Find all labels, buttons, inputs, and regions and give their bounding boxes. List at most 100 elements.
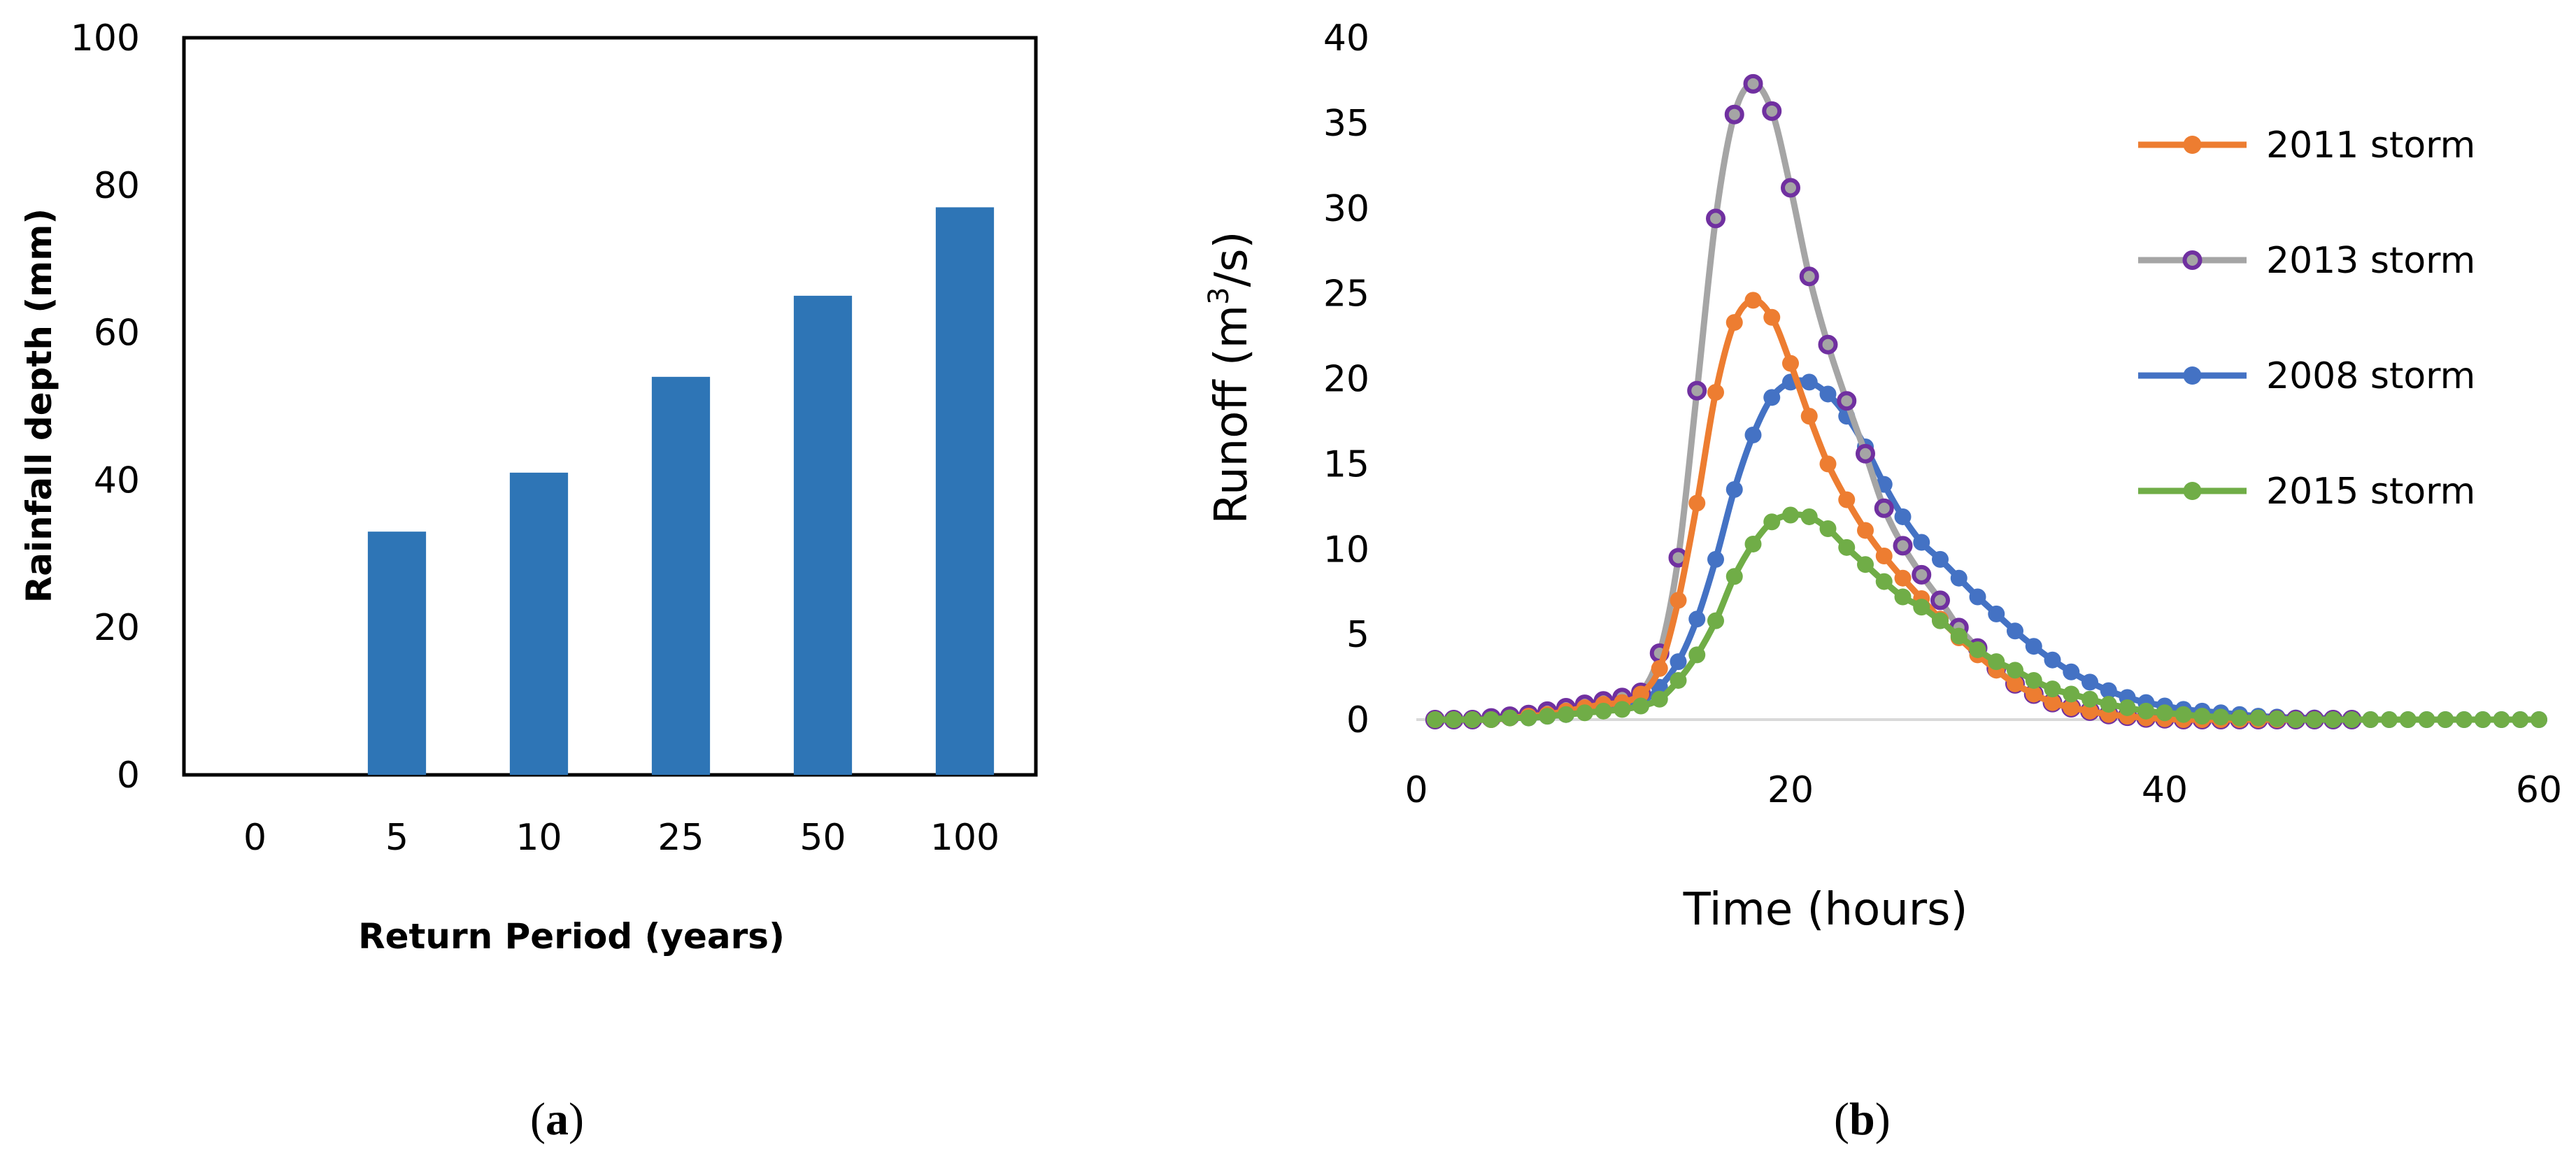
data-point-2015-storm <box>1857 556 1874 573</box>
panel-b-y-tick-label: 40 <box>1323 17 1369 59</box>
panel-b-label-letter: b <box>1849 1094 1875 1145</box>
panel-a-plot-frame <box>182 36 1038 777</box>
data-point-2011-storm <box>2007 675 2023 692</box>
data-point-2015-storm <box>1426 711 1444 728</box>
data-point-2013-storm <box>1724 104 1744 124</box>
data-point-2015-storm <box>1969 641 1986 659</box>
data-point-2015-storm <box>1595 702 1612 720</box>
data-point-2015-storm <box>1932 612 1949 629</box>
panel-a-y-axis-title: Rainfall depth (mm) <box>19 208 59 603</box>
data-point-2008-storm <box>1950 569 1967 587</box>
panel-a-bar <box>509 472 569 775</box>
panel-b-y-ticks: 0 5 10 15 20 25 30 35 40 <box>1323 17 1369 741</box>
panel-a-x-tick-label: 50 <box>799 817 846 859</box>
data-point-2011-storm <box>2063 699 2080 716</box>
data-point-2015-storm <box>1632 697 1649 715</box>
data-point-2013-storm <box>1837 391 1857 411</box>
data-point-2013-storm <box>1818 334 1838 355</box>
data-point-2008-storm <box>1744 426 1762 443</box>
data-point-2015-storm <box>2249 709 2267 727</box>
panel-b-x-tick-label: 20 <box>1767 769 1814 811</box>
data-point-2008-storm <box>1763 389 1781 406</box>
panel-a-label: (a) <box>530 1094 584 1145</box>
data-point-2008-storm <box>1819 385 1837 403</box>
panel-b-y-tick-label: 15 <box>1323 443 1369 485</box>
data-point-2015-storm <box>2418 711 2435 728</box>
data-point-2008-storm <box>1707 550 1724 568</box>
data-point-2008-storm <box>1932 550 1949 568</box>
panel-a-y-tick-label: 20 <box>94 607 140 649</box>
series-2013-storm <box>1425 73 2362 729</box>
data-point-2015-storm <box>2512 711 2529 728</box>
data-point-2015-storm <box>2137 702 2155 720</box>
legend-item-2008-storm: 2008 storm <box>2138 355 2475 397</box>
data-point-2008-storm <box>1913 534 1930 551</box>
data-point-2015-storm <box>2456 711 2472 728</box>
data-point-2015-storm <box>1576 704 1593 722</box>
data-point-2011-storm <box>1838 491 1856 508</box>
legend-swatch-marker <box>2182 250 2203 270</box>
data-point-2013-storm <box>1687 380 1707 401</box>
data-point-2011-storm <box>1707 384 1724 401</box>
data-point-2013-storm <box>1930 590 1950 611</box>
panel-b-y-tick-label: 5 <box>1346 614 1369 656</box>
panel-a-x-ticks: 0 5 10 25 50 100 <box>243 817 999 859</box>
panel-a-x-tick-label: 10 <box>515 817 562 859</box>
data-point-2011-storm <box>1688 494 1706 512</box>
data-point-2015-storm <box>1483 711 1500 728</box>
panel-b-y-axis-title-sup: 3 <box>1203 287 1235 304</box>
panel-a-x-tick-label: 100 <box>930 817 999 859</box>
panel-a-bar <box>651 376 711 775</box>
data-point-2015-storm <box>1464 711 1481 728</box>
data-point-2008-storm <box>1894 508 1912 525</box>
data-point-2011-storm <box>1800 408 1818 425</box>
data-point-2015-storm <box>1838 538 1856 556</box>
data-point-2011-storm <box>1744 292 1762 309</box>
data-point-2011-storm <box>1782 355 1799 372</box>
data-point-2015-storm <box>2175 706 2192 723</box>
data-point-2013-storm <box>1762 101 1782 121</box>
data-point-2015-storm <box>2474 711 2491 728</box>
data-point-2015-storm <box>1501 709 1518 727</box>
series-line-2013-storm <box>1435 80 2352 723</box>
panel-a-bars <box>367 207 995 775</box>
data-point-2008-storm <box>1988 605 2005 622</box>
data-point-2015-storm <box>1875 573 1893 590</box>
legend-label: 2008 storm <box>2266 355 2475 397</box>
panel-a-x-tick-label: 5 <box>385 817 408 859</box>
panel-a-y-tick-label: 40 <box>94 459 140 501</box>
panel-b-x-ticks: 0 20 40 60 <box>1404 769 2562 811</box>
legend-label: 2015 storm <box>2266 471 2475 513</box>
data-point-2011-storm <box>1632 685 1649 703</box>
data-point-2008-storm <box>1800 373 1818 391</box>
data-point-2015-storm <box>2063 685 2080 703</box>
data-point-2015-storm <box>2007 662 2023 679</box>
data-point-2015-storm <box>2381 711 2398 728</box>
panel-b-label: (b) <box>1834 1094 1891 1145</box>
data-point-2015-storm <box>1782 506 1799 524</box>
panel-b-y-axis-title-main: Runoff (m <box>1206 305 1258 525</box>
legend-swatch-marker <box>2183 136 2202 154</box>
data-point-2008-storm <box>2025 638 2042 655</box>
series-2008-storm <box>1426 373 2547 728</box>
data-point-2011-storm <box>1894 569 1912 587</box>
data-point-2008-storm <box>1688 611 1706 628</box>
data-point-2015-storm <box>2119 699 2136 716</box>
data-point-2015-storm <box>1763 513 1781 531</box>
panel-b-y-tick-label: 0 <box>1346 699 1369 741</box>
panel-a-y-tick-label: 100 <box>71 17 140 59</box>
data-point-2008-storm <box>2082 673 2098 691</box>
panel-b-y-tick-label: 35 <box>1323 103 1369 145</box>
data-point-2015-storm <box>1558 706 1574 723</box>
data-point-2008-storm <box>2100 682 2117 699</box>
panel-b-legend: 2011 storm 2013 storm 2008 storm 2015 storm <box>2138 124 2475 513</box>
data-point-2015-storm <box>2231 709 2248 727</box>
data-point-2008-storm <box>2044 651 2061 669</box>
data-point-2011-storm <box>1670 592 1687 609</box>
legend-item-2015-storm: 2015 storm <box>2138 471 2475 513</box>
data-point-2008-storm <box>1670 653 1687 671</box>
panel-a-label-letter: a <box>546 1094 569 1145</box>
panel-a-bar <box>793 295 853 775</box>
panel-a-bar <box>935 207 995 775</box>
